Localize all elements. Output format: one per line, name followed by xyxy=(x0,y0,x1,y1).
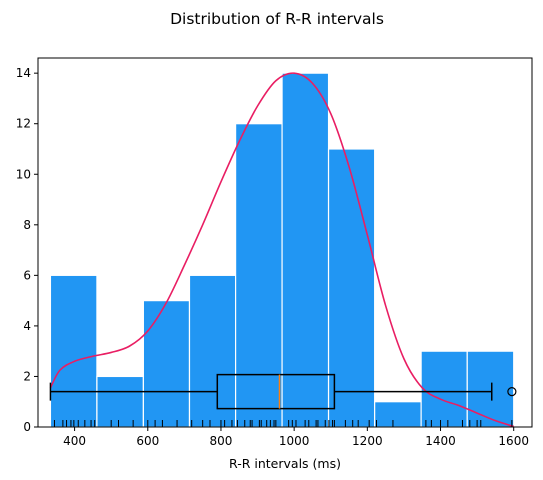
histogram-bar xyxy=(143,301,189,427)
y-tick-label: 12 xyxy=(16,117,31,131)
y-tick-label: 4 xyxy=(23,319,31,333)
x-tick-label: 1200 xyxy=(352,434,383,448)
histogram-bar xyxy=(236,124,282,427)
y-tick-label: 8 xyxy=(23,218,31,232)
y-axis: 0 2 4 6 8 10 12 14 xyxy=(16,66,38,434)
y-tick-label: 14 xyxy=(16,66,31,80)
histogram-bar xyxy=(467,351,513,427)
histogram-bar xyxy=(97,376,143,427)
histogram-bar xyxy=(329,149,375,427)
histogram-bar xyxy=(50,275,96,427)
x-tick-label: 1600 xyxy=(498,434,529,448)
chart-title: Distribution of R-R intervals xyxy=(170,10,384,28)
y-tick-label: 2 xyxy=(23,369,31,383)
y-tick-label: 0 xyxy=(23,420,31,434)
y-tick-label: 6 xyxy=(23,268,31,282)
histogram-bar xyxy=(189,275,235,427)
x-tick-label: 1000 xyxy=(279,434,310,448)
x-axis: 400 600 800 1000 1200 1400 1600 xyxy=(63,427,529,448)
x-tick-label: 600 xyxy=(136,434,159,448)
y-tick-label: 10 xyxy=(16,167,31,181)
x-tick-label: 800 xyxy=(210,434,233,448)
x-tick-label: 1400 xyxy=(425,434,456,448)
x-tick-label: 400 xyxy=(63,434,86,448)
histogram-bar xyxy=(421,351,467,427)
histogram-bar xyxy=(375,402,421,427)
x-axis-label: R-R intervals (ms) xyxy=(229,456,341,471)
